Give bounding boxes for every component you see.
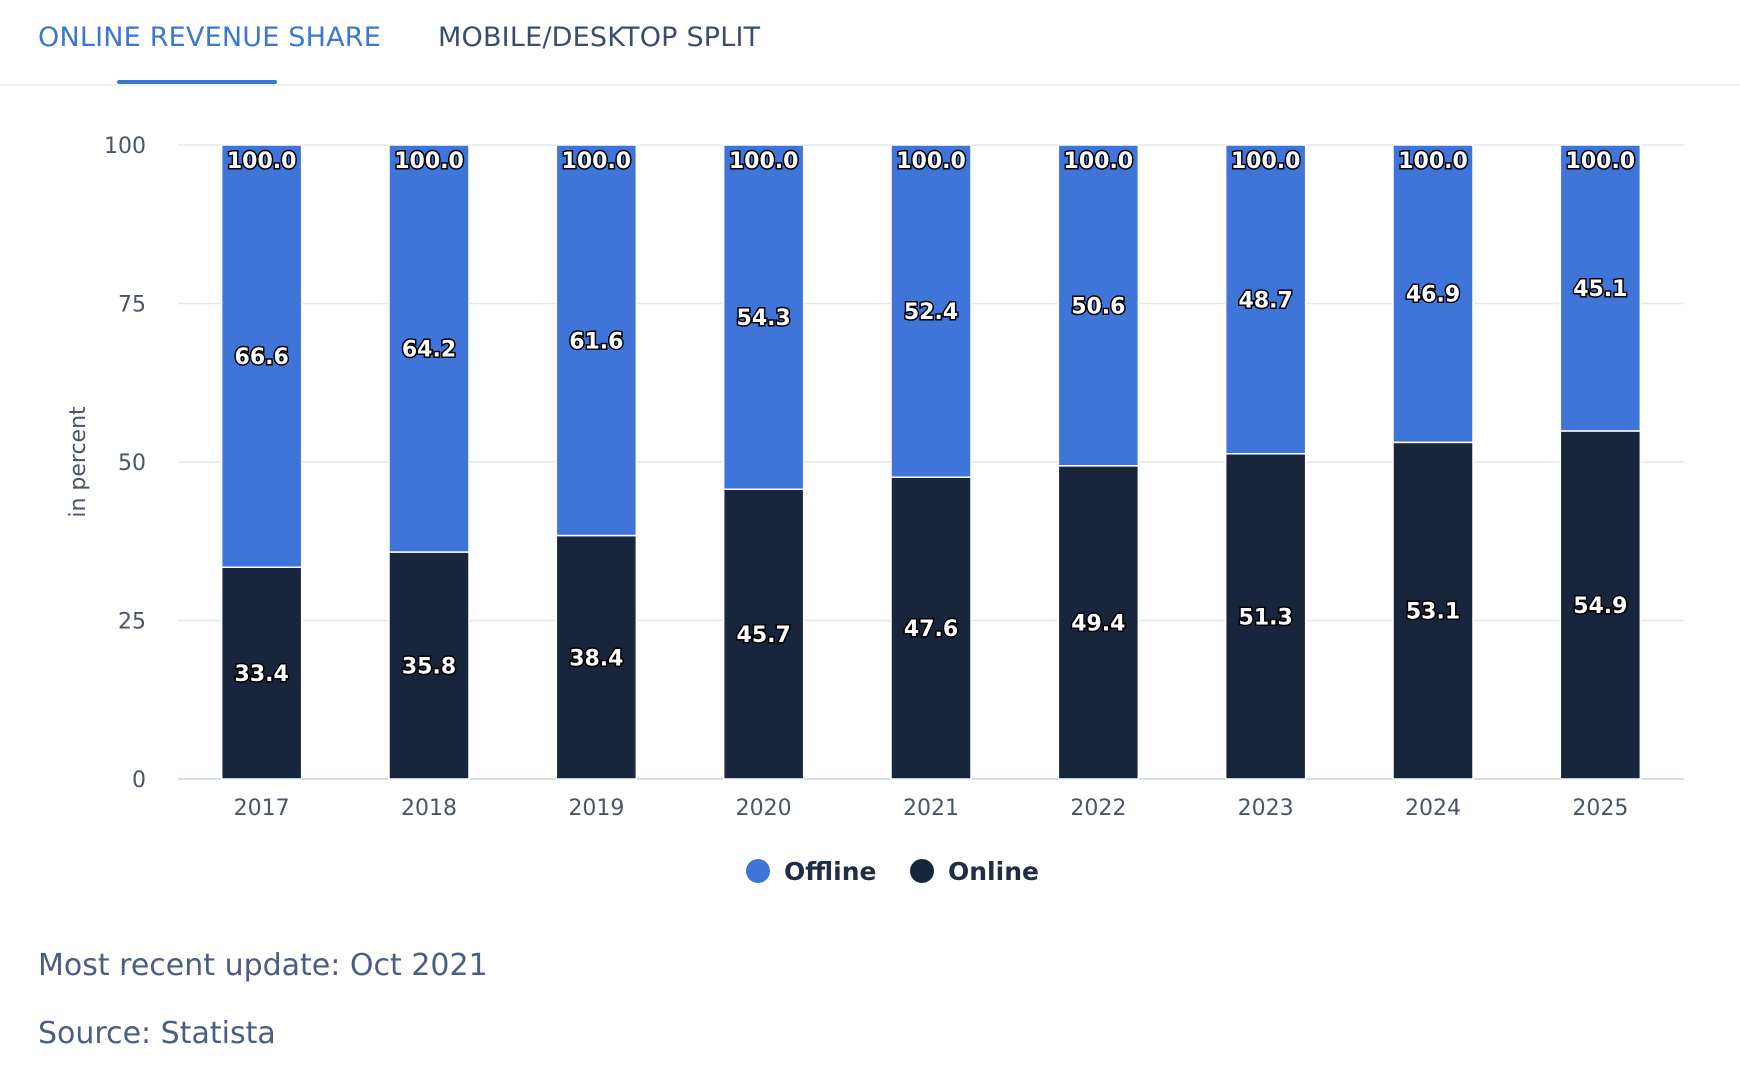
x-tick-label: 2018 [401, 796, 457, 821]
tab-mobile-desktop-split[interactable]: MOBILE/DESKTOP SPLIT [438, 22, 761, 53]
y-tick-label: 75 [118, 293, 146, 318]
data-label-online: 33.4 [235, 662, 289, 687]
bar-offline-2022 [1057, 144, 1140, 467]
stacked-bar-chart: 0 25 50 75 100 in percent 33.4 66.6 100.0 2017 35.… [66, 134, 1684, 886]
bar-offline-2018 [388, 144, 470, 553]
bar-offline-2017 [220, 144, 303, 568]
bar-online-2024 [1392, 441, 1474, 780]
data-label-total: 100.0 [1566, 149, 1636, 174]
y-tick-label: 100 [104, 134, 146, 159]
data-label-online: 38.4 [569, 646, 623, 671]
tab-online-revenue-share[interactable]: ONLINE REVENUE SHARE [38, 22, 381, 53]
bar-offline-2025 [1559, 144, 1642, 432]
data-label-total: 100.0 [562, 149, 632, 174]
bar-offline-2019 [555, 144, 638, 537]
data-label-total: 100.0 [1064, 149, 1134, 174]
update-note: Most recent update: Oct 2021 [38, 948, 488, 983]
bar-online-2023 [1224, 453, 1307, 780]
x-tick-label: 2023 [1238, 796, 1294, 821]
data-label-online: 53.1 [1406, 600, 1460, 625]
data-label-offline: 46.9 [1406, 283, 1460, 308]
data-label-online: 35.8 [402, 655, 456, 680]
y-axis-label: in percent [66, 406, 91, 518]
data-label-online: 49.4 [1071, 611, 1125, 636]
data-label-offline: 66.6 [235, 345, 289, 370]
x-tick-label: 2021 [903, 796, 959, 821]
x-tick-label: 2019 [568, 796, 624, 821]
bar-offline-2023 [1224, 144, 1307, 455]
data-label-offline: 50.6 [1071, 294, 1125, 319]
x-tick-label: 2024 [1405, 796, 1461, 821]
x-tick-label: 2025 [1572, 796, 1628, 821]
legend-label-offline: Offline [784, 857, 876, 886]
data-label-offline: 64.2 [402, 338, 456, 363]
legend-marker-online [910, 859, 934, 883]
data-label-offline: 45.1 [1573, 277, 1627, 302]
bar-online-2022 [1057, 465, 1140, 780]
y-tick-label: 50 [118, 451, 146, 476]
tab-bar: ONLINE REVENUE SHARE MOBILE/DESKTOP SPLI… [0, 0, 1740, 86]
data-label-total: 100.0 [394, 149, 464, 174]
bar-online-2017 [220, 566, 303, 780]
bar-offline-2024 [1392, 144, 1474, 444]
data-label-online: 54.9 [1573, 594, 1627, 619]
data-label-total: 100.0 [1398, 149, 1468, 174]
source-note: Source: Statista [38, 1016, 276, 1051]
data-label-offline: 54.3 [737, 306, 791, 331]
data-label-offline: 61.6 [569, 329, 623, 354]
x-tick-label: 2022 [1070, 796, 1126, 821]
bar-offline-2021 [890, 144, 972, 478]
data-label-total: 100.0 [1231, 149, 1301, 174]
data-label-total: 100.0 [896, 149, 966, 174]
y-tick-label: 25 [118, 610, 146, 635]
bar-online-2020 [722, 488, 805, 780]
data-label-offline: 48.7 [1239, 288, 1293, 313]
x-tick-label: 2020 [736, 796, 792, 821]
data-label-online: 45.7 [737, 623, 791, 648]
x-tick-label: 2017 [234, 796, 290, 821]
legend-label-online: Online [948, 857, 1039, 886]
bar-online-2025 [1559, 430, 1642, 780]
y-tick-label: 0 [132, 768, 146, 793]
data-label-total: 100.0 [729, 149, 799, 174]
bar-online-2021 [890, 476, 972, 780]
legend-marker-offline [746, 859, 770, 883]
data-label-online: 51.3 [1239, 605, 1293, 630]
active-tab-indicator [117, 80, 277, 84]
data-label-offline: 52.4 [904, 300, 958, 325]
data-label-total: 100.0 [227, 149, 297, 174]
bar-offline-2020 [722, 144, 805, 491]
data-label-online: 47.6 [904, 617, 958, 642]
